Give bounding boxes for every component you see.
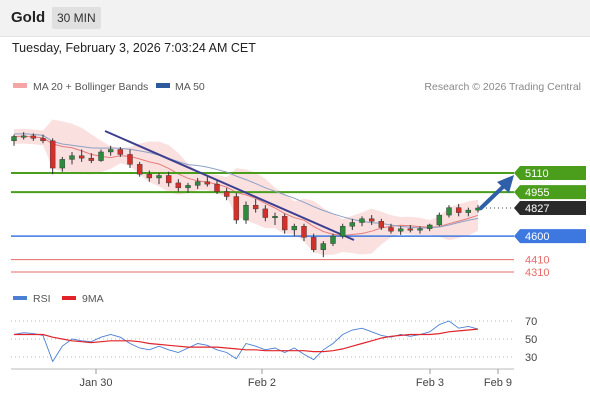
key-levels [11,172,514,273]
level-label-4410: 4410 [525,255,549,267]
candle-body [339,226,346,237]
bollinger-legend-label: MA 20 + Bollinger Bands [33,81,148,93]
candle-body [436,214,443,226]
candle-body [88,157,95,161]
downtrend-line [104,130,355,241]
candle-body [310,237,317,250]
candle-body [243,204,249,221]
rsi-legend-label: RSI [33,293,51,305]
x-tick-label: Feb 9 [484,377,512,389]
instrument-title: Gold [11,9,46,26]
timestamp: Tuesday, February 3, 2026 7:03:24 AM CET [12,41,256,55]
rsi-series-9ma [14,328,479,353]
candle-body [165,175,172,184]
trend-lines [104,130,355,241]
candle-body [156,175,162,179]
candle-body [330,235,336,244]
candle-body [407,228,414,231]
candle-body [397,228,404,232]
rsi-series-rsi [13,320,479,363]
level-label-4600: 4600 [525,231,549,243]
level-label-4827: 4827 [525,203,549,215]
level-badge-4600 [514,229,586,244]
candle-body [417,228,423,231]
x-tick-label: Feb 3 [416,377,444,389]
candle-body [359,218,365,223]
candle-body [98,151,104,161]
rsi-ma-legend-label: 9MA [82,293,104,305]
level-label-4955: 4955 [525,187,549,199]
rsi-ma-legend-swatch [62,296,76,300]
candle-body [49,140,56,169]
candle-body [388,227,394,232]
candle-body [127,154,133,165]
rsi-lines [13,320,479,363]
level-badge-4955 [514,185,586,200]
bollinger-legend-swatch [13,83,27,88]
candle-body [194,181,201,186]
credit-text: Research © 2026 Trading Central [424,81,581,93]
bollinger-bands [13,119,479,255]
level-label-4310: 4310 [525,267,549,279]
candle-body [320,243,327,250]
level-badge-4827 [514,201,586,216]
interval-button[interactable]: 30 MIN [52,7,101,29]
candle-body [175,182,182,189]
candle-body [455,207,462,213]
candle-body [233,196,240,221]
candle-body [262,208,269,218]
candle-body [11,136,17,142]
arrow-shaft [479,182,508,210]
x-tick-label: Jan 30 [79,377,112,389]
candle-body [214,183,220,192]
candle-body [223,191,230,197]
candle-body [30,135,37,139]
candle-body [20,135,27,138]
candles [11,132,481,258]
candle-body [301,226,307,238]
candle-body [117,149,124,155]
candle-body [78,155,85,159]
rsi-tick-50: 50 [525,334,537,346]
arrow-head [497,175,514,193]
candle-body [281,216,288,231]
rsi-ticks: 70 50 30 [525,316,537,364]
title-bar: Gold 30 MIN [0,0,590,37]
candle-body [272,216,278,219]
candle-body [291,226,298,231]
candle-body [59,159,66,169]
x-axis: Jan 30 Feb 2 Feb 3 Feb 9 [79,369,512,389]
candle-body [107,149,114,153]
candle-body [40,138,46,142]
candle-body [136,164,143,175]
candle-body [252,204,259,210]
candle-body [146,174,153,179]
ma50-legend-label: MA 50 [175,81,205,93]
rsi-legend-swatch [13,296,27,300]
candle-body [378,221,385,228]
candle-body [349,222,356,227]
rsi-tick-70: 70 [525,316,537,328]
rsi-grid [11,320,514,358]
candle-body [465,209,472,213]
rsi-tick-30: 30 [525,352,537,364]
x-tick-label: Feb 2 [248,377,276,389]
level-badge-5110 [514,166,586,180]
candle-body [69,155,75,160]
candle-body [204,181,211,185]
candle-body [446,207,452,216]
bollinger-band-area [14,119,478,255]
forecast-arrow [479,175,514,210]
ma50-legend-swatch [156,83,170,88]
candle-body [368,218,375,222]
candle-body [426,224,433,229]
candle-body [185,185,191,189]
level-label-5110: 5110 [525,168,549,180]
